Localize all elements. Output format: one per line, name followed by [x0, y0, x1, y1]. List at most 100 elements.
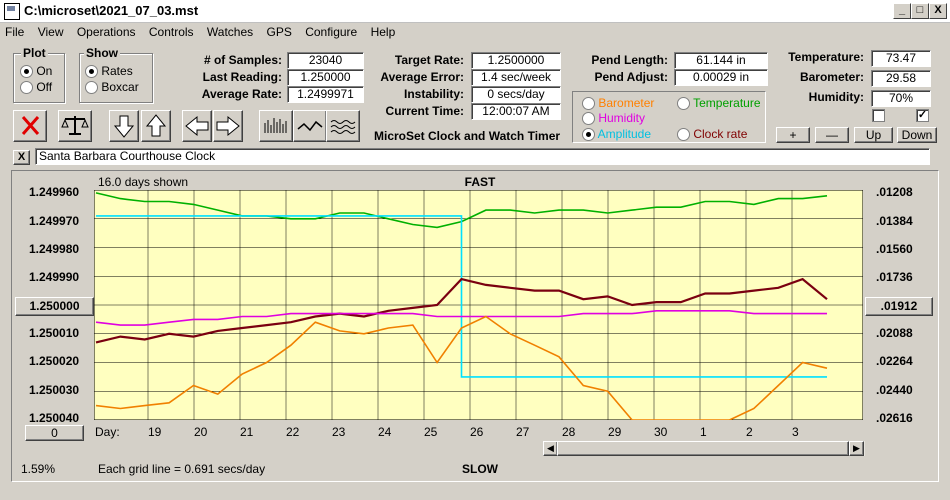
env-checkbox-right[interactable]: ✓ [916, 109, 929, 122]
balance-button[interactable] [58, 110, 92, 142]
scrollbar[interactable]: ◀ ▶ [543, 441, 865, 456]
day-axis: 19 20 21 22 23 24 25 26 27 28 29 30 1 2 3 [94, 425, 863, 439]
right-axis-label: .02264 [876, 354, 913, 368]
grid-note: Each grid line = 0.691 secs/day [98, 462, 266, 476]
plot-on-radio[interactable]: On [20, 64, 52, 79]
menu-operations[interactable]: Operations [76, 25, 136, 39]
right-center-button[interactable]: .01912 [865, 297, 933, 316]
current-time-label: Current Time: [385, 104, 464, 118]
menu-file[interactable]: File [5, 25, 25, 39]
stop-button[interactable] [13, 110, 47, 142]
barometer-label: Barometer: [799, 70, 864, 84]
clear-clock-button[interactable]: X [13, 150, 30, 165]
series-line-barometer [95, 315, 828, 420]
scroll-left-button[interactable]: ◀ [543, 441, 558, 456]
day-tick-label: 24 [378, 425, 392, 439]
menu-configure[interactable]: Configure [305, 25, 358, 39]
arrow-down-icon [113, 115, 135, 138]
samples-label: # of Samples: [203, 53, 282, 67]
series-line-clock-rate [95, 277, 828, 344]
average-rate-label: Average Rate: [201, 87, 282, 101]
down-button[interactable]: Down [897, 127, 937, 143]
target-rate-field[interactable]: 1.2500000 [471, 52, 561, 69]
balance-scale-icon [61, 116, 89, 135]
show-rates-radio[interactable]: Rates [85, 64, 133, 79]
clock-rate-radio[interactable]: Clock rate [677, 127, 747, 142]
minimize-button[interactable]: _ [893, 3, 911, 19]
right-axis-label: .02088 [876, 326, 913, 340]
fast-label: FAST [464, 175, 496, 189]
line-view-button[interactable] [293, 110, 327, 142]
scroll-right-button[interactable]: ▶ [849, 441, 864, 456]
pend-length-field[interactable]: 61.144 in [674, 52, 768, 69]
target-rate-label: Target Rate: [394, 53, 464, 67]
samples-field: 23040 [287, 52, 364, 69]
day-tick-label: 22 [286, 425, 300, 439]
left-axis-label: 1.250040 [29, 411, 80, 425]
env-checkbox-left[interactable] [872, 109, 885, 122]
last-reading-field: 1.250000 [287, 69, 364, 86]
humidity-radio[interactable]: Humidity [582, 111, 645, 126]
chart-frame [11, 170, 939, 482]
arrow-down-button[interactable] [109, 110, 139, 142]
left-axis-label: 1.250030 [29, 383, 80, 397]
arrow-left-button[interactable] [182, 110, 212, 142]
bottom-left-button[interactable]: 0 [25, 425, 84, 441]
days-shown-label: 16.0 days shown [98, 175, 189, 189]
minus-button[interactable]: — [815, 127, 849, 143]
day-prefix: Day: [95, 425, 120, 439]
temperature-label: Temperature: [788, 50, 864, 64]
pend-adjust-label: Pend Adjust: [594, 70, 668, 84]
day-tick-label: 20 [194, 425, 208, 439]
day-tick-label: 3 [792, 425, 799, 439]
temperature-radio[interactable]: Temperature [677, 96, 761, 111]
menu-gps[interactable]: GPS [266, 25, 292, 39]
arrow-right-icon [216, 115, 240, 137]
barometer-radio[interactable]: Barometer [582, 96, 654, 111]
right-axis-label: .01208 [876, 185, 913, 199]
day-tick-label: 29 [608, 425, 622, 439]
amplitude-radio[interactable]: Amplitude [582, 127, 651, 142]
wave-graph-icon [330, 120, 356, 134]
left-center-button[interactable]: 1.250000 [15, 297, 94, 316]
menu-watches[interactable]: Watches [206, 25, 254, 39]
close-button[interactable]: X [929, 3, 947, 19]
average-rate-field: 1.2499971 [287, 86, 364, 103]
temperature-field: 73.47 [871, 50, 931, 67]
window-title: C:\microset\2021_07_03.mst [24, 3, 199, 18]
average-error-label: Average Error: [380, 70, 464, 84]
menu-help[interactable]: Help [370, 25, 396, 39]
maximize-button[interactable]: □ [911, 3, 929, 19]
series-line-amplitude [96, 215, 827, 378]
menu-view[interactable]: View [37, 25, 64, 39]
left-axis-label: 1.249970 [29, 214, 80, 228]
up-button[interactable]: Up [854, 127, 893, 143]
plot-off-radio[interactable]: Off [20, 80, 52, 95]
instability-label: Instability: [403, 87, 464, 101]
overlay-options-box [572, 91, 766, 143]
day-tick-label: 28 [562, 425, 576, 439]
instability-field: 0 secs/day [471, 86, 561, 103]
day-tick-label: 19 [148, 425, 162, 439]
arrow-left-icon [185, 115, 209, 137]
day-tick-label: 25 [424, 425, 438, 439]
bars-view-button[interactable] [259, 110, 293, 142]
wave-view-button[interactable] [326, 110, 360, 142]
menu-controls[interactable]: Controls [148, 25, 194, 39]
show-boxcar-radio[interactable]: Boxcar [85, 80, 139, 95]
plot-area [94, 190, 863, 420]
stop-x-icon [21, 116, 40, 135]
plot-group-title: Plot [21, 46, 48, 60]
right-axis-label: .02616 [876, 411, 913, 425]
arrow-right-button[interactable] [213, 110, 243, 142]
clock-name-field[interactable]: Santa Barbara Courthouse Clock [35, 148, 930, 165]
menu-bar: File View Operations Controls Watches GP… [0, 22, 950, 42]
scroll-thumb[interactable] [557, 441, 849, 456]
day-tick-label: 26 [470, 425, 484, 439]
bar-graph-icon [264, 118, 287, 133]
left-axis-label: 1.249980 [29, 242, 80, 256]
series-line-humidity [95, 310, 827, 326]
status-percent: 1.59% [21, 462, 56, 476]
arrow-up-button[interactable] [141, 110, 171, 142]
plus-button[interactable]: + [776, 127, 810, 143]
